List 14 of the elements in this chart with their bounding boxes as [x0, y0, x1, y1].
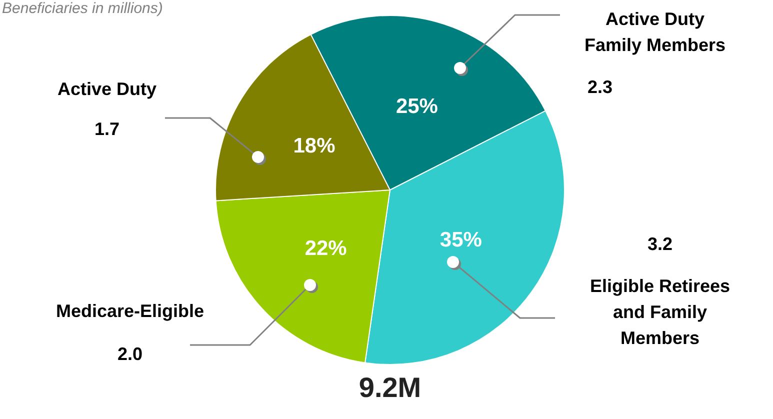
text: 9.2M [358, 372, 422, 404]
data-label: 1.7 [94, 118, 120, 139]
chart-subtitle: Beneficiaries in millions) [2, 0, 163, 17]
text: 35% [440, 228, 482, 252]
data-label: 2.0 [117, 344, 143, 364]
text: 18% [293, 134, 336, 158]
slice-label: Active Duty [57, 78, 157, 99]
text: 25% [396, 94, 438, 118]
text: 22% [304, 236, 347, 260]
slice-label: Medicare-Eligible [56, 300, 204, 321]
slice-label: Eligible Retirees and Family Members [590, 276, 730, 348]
slice-label: Active Duty Family Members [584, 8, 726, 55]
data-label: 2.3 [587, 76, 613, 97]
data-label: 3.2 [647, 234, 673, 254]
